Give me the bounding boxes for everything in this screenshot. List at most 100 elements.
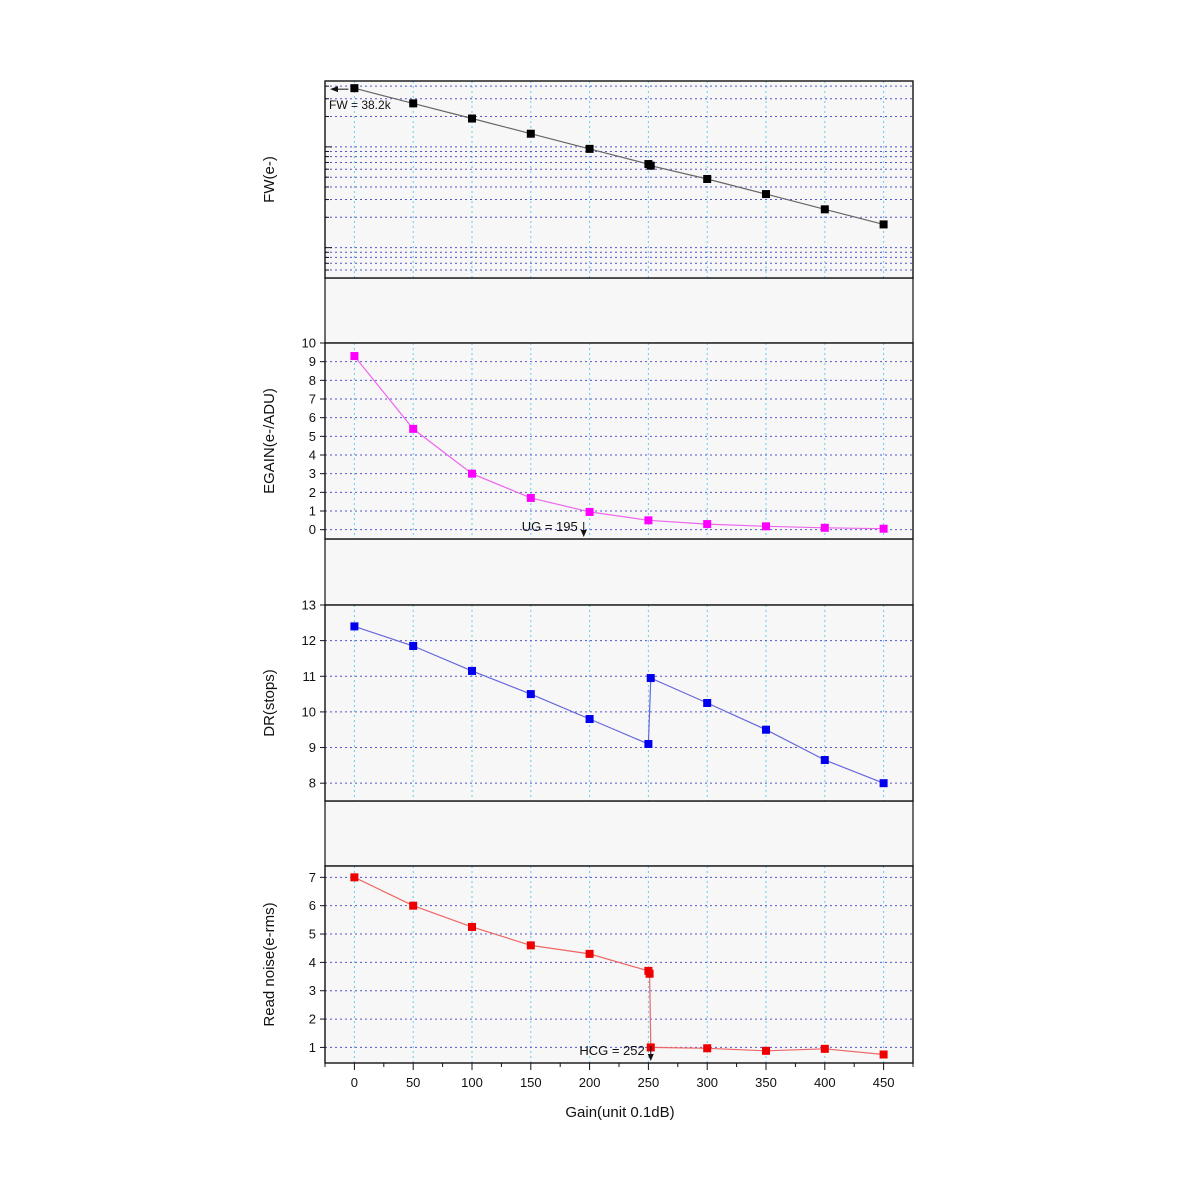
panel-gap xyxy=(324,277,914,344)
y-tick-label: 6 xyxy=(309,410,316,425)
data-point xyxy=(646,674,655,683)
data-point xyxy=(409,99,418,108)
plot-area xyxy=(325,866,913,1063)
y-axis-title: EGAIN(e-/ADU) xyxy=(261,388,278,494)
y-tick-label: 1 xyxy=(309,504,316,519)
data-point xyxy=(585,507,594,516)
data-point xyxy=(820,756,829,765)
data-point xyxy=(409,901,418,910)
y-tick-label: 8 xyxy=(309,373,316,388)
x-tick-label: 150 xyxy=(520,1075,542,1090)
data-point xyxy=(820,523,829,532)
data-point xyxy=(526,941,535,950)
data-point xyxy=(526,493,535,502)
data-point xyxy=(646,161,655,170)
y-tick-label: 1 xyxy=(309,1040,316,1055)
data-point xyxy=(762,725,770,734)
data-point xyxy=(350,873,359,882)
data-point xyxy=(585,949,594,958)
y-tick-label: 9 xyxy=(309,354,316,369)
data-point xyxy=(762,190,770,199)
y-tick-label: 9 xyxy=(309,740,316,755)
panel-gap xyxy=(324,538,914,606)
data-point xyxy=(585,144,594,153)
plot-area xyxy=(325,81,913,278)
data-point xyxy=(409,641,418,650)
data-point xyxy=(409,424,418,433)
annotation-label: FW = 38.2k xyxy=(329,98,392,112)
y-tick-label: 7 xyxy=(309,392,316,407)
x-tick-label: 200 xyxy=(579,1075,601,1090)
y-tick-label: 7 xyxy=(309,870,316,885)
y-tick-label: 4 xyxy=(309,448,316,463)
data-point xyxy=(820,205,829,214)
data-point xyxy=(350,622,359,631)
plot-frame xyxy=(324,80,914,279)
y-tick-label: 10 xyxy=(302,336,316,351)
x-axis-title: Gain(unit 0.1dB) xyxy=(565,1104,674,1121)
data-point xyxy=(468,922,476,931)
data-point xyxy=(526,129,535,138)
data-point xyxy=(879,1050,888,1059)
data-point xyxy=(645,969,654,978)
series-line xyxy=(353,355,884,530)
y-tick-label: 13 xyxy=(302,598,316,613)
data-point xyxy=(703,1044,712,1053)
data-point xyxy=(703,174,712,183)
annotation-arrowhead xyxy=(580,530,587,537)
panel-gap xyxy=(324,800,914,867)
panel-dr: 8 9 10 11 12 13 DR(stops) xyxy=(261,598,914,802)
x-tick-label: 350 xyxy=(755,1075,777,1090)
panels: FW(e-)FW = 38.2k012345678910EGAIN(e-/ADU… xyxy=(261,80,914,1064)
panel-fw: FW(e-) FW = 38.2k xyxy=(261,80,914,279)
y-axis-title: DR(stops) xyxy=(261,669,278,737)
data-point xyxy=(585,715,594,724)
annotation-arrowhead xyxy=(647,1054,654,1061)
y-tick-label: 12 xyxy=(302,633,316,648)
y-tick-label: 2 xyxy=(309,1012,316,1027)
data-point xyxy=(350,84,359,93)
x-tick-label: 50 xyxy=(406,1075,420,1090)
y-tick-label: 11 xyxy=(303,669,317,684)
data-point xyxy=(879,220,888,229)
data-point xyxy=(526,690,535,699)
x-tick-label: 450 xyxy=(873,1075,895,1090)
panel-egain: 0 1 2 3 4 5 6 7 8 9 10 EGAIN(e-/ADU) UG = 195 xyxy=(261,336,914,540)
data-point xyxy=(879,779,888,788)
x-tick-label: 400 xyxy=(814,1075,836,1090)
plot-frame xyxy=(324,604,914,802)
y-tick-label: 10 xyxy=(302,704,316,719)
data-point xyxy=(350,352,359,361)
y-axis-title: FW(e-) xyxy=(261,156,278,203)
data-point xyxy=(703,520,712,529)
annotation-label: UG = 195 xyxy=(522,519,578,534)
data-point xyxy=(468,469,476,478)
data-point xyxy=(762,522,770,531)
data-point xyxy=(703,699,712,707)
y-tick-label: 0 xyxy=(309,522,316,537)
plot-frame xyxy=(324,342,914,540)
data-point xyxy=(468,666,476,675)
y-tick-label: 4 xyxy=(309,955,316,970)
data-point xyxy=(468,114,476,123)
annotation-label: HCG = 252 xyxy=(579,1043,644,1058)
plot-area xyxy=(325,605,913,801)
data-point xyxy=(644,516,653,525)
x-tick-label: 0 xyxy=(351,1075,358,1090)
y-tick-label: 8 xyxy=(309,776,316,791)
data-point xyxy=(762,1046,770,1055)
y-tick-label: 5 xyxy=(309,429,316,444)
y-tick-label: 6 xyxy=(309,898,316,913)
y-tick-label: 3 xyxy=(309,466,316,481)
y-tick-label: 5 xyxy=(309,927,316,942)
y-tick-label: 2 xyxy=(309,485,316,500)
x-tick-label: 300 xyxy=(696,1075,718,1090)
y-axis-title: Read noise(e-rms) xyxy=(261,902,278,1026)
x-tick-label: 100 xyxy=(461,1075,483,1090)
data-point xyxy=(644,739,653,748)
x-axis: 0 50 100 150 200 250 300 350 400 450 xyxy=(324,1063,914,1090)
annotation-arrowhead xyxy=(330,86,338,93)
panel-read_noise: 1 2 3 4 5 6 7 Read noise(e-rms) HCG = 252 xyxy=(261,865,914,1064)
data-point xyxy=(879,524,888,533)
